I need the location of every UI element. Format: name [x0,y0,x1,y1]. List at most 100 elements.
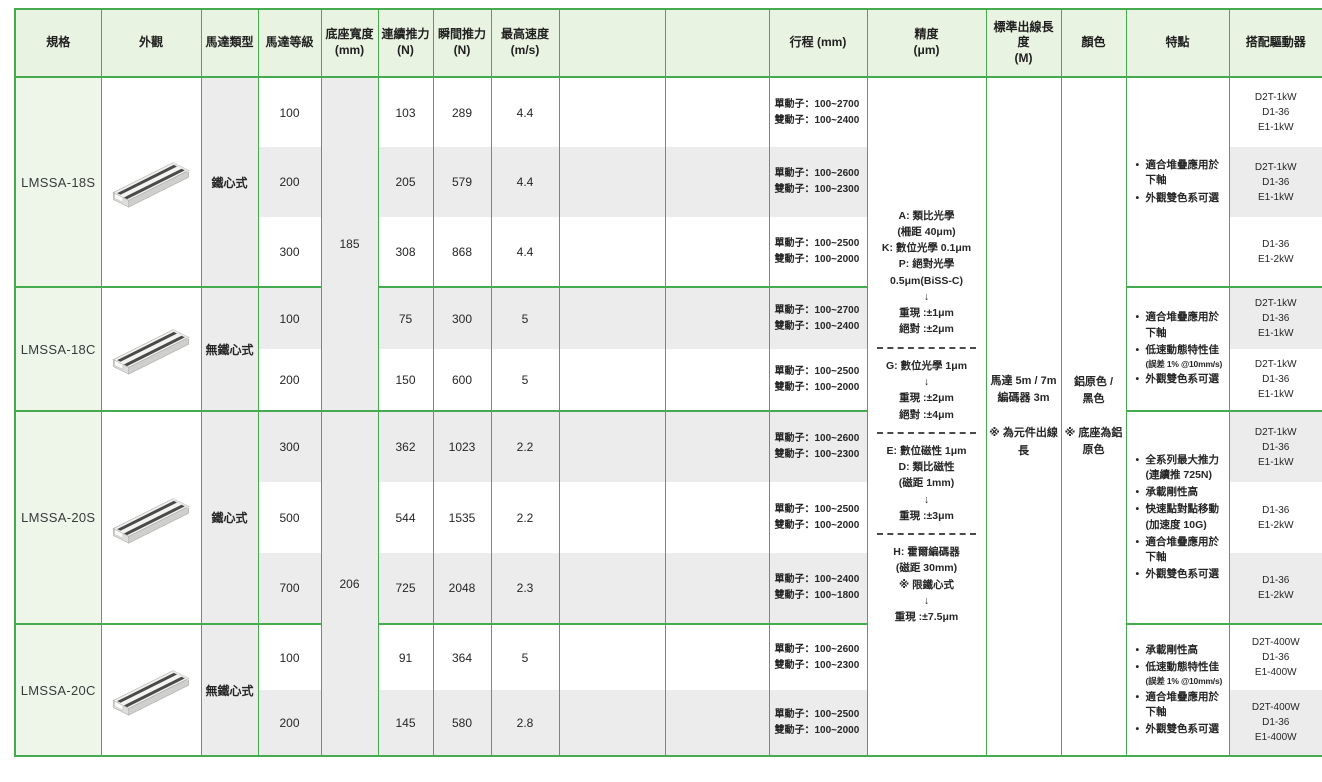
empty-cell [558,623,666,690]
peak-force-cell: 1023 [432,410,492,482]
cont-force-cell: 145 [377,690,434,756]
drivers-cell: D2T-1kW D1-36 E1-1kW [1228,76,1322,147]
empty-cell [558,217,666,287]
model-name: LMSSA-18S [14,76,102,287]
model-name: LMSSA-20C [14,623,102,756]
header-accuracy: 精度 (μm) [866,9,987,78]
stroke-cell: 單動子：100~2500 雙動子：100~2000 [768,349,868,411]
max-speed-cell: 4.4 [490,217,560,287]
features-cell: 全系列最大推力 (連續推 725N) 承載剛性高 快速點對點移動 (加速度 10… [1125,410,1230,624]
header-cable-length: 標準出線長度 (M) [985,9,1062,78]
header-spec: 規格 [14,9,102,78]
cont-force-cell: 205 [377,147,434,217]
peak-force-cell: 289 [432,76,492,147]
header-drivers: 搭配驅動器 [1228,9,1322,78]
cont-force-cell: 308 [377,217,434,287]
peak-force-cell: 868 [432,217,492,287]
table-row: 500 544 1535 2.2 單動子：100~2500 雙動子：100~20… [15,482,1322,553]
cont-force-cell: 103 [377,76,434,147]
drivers-cell: D2T-400W D1-36 E1-400W [1228,623,1322,690]
table-row: 700 725 2048 2.3 單動子：100~2400 雙動子：100~18… [15,553,1322,624]
header-motor-grade: 馬達等級 [257,9,322,78]
table-row: LMSSA-20C 無鐵心式 100 91 364 5 單動子：100~2600… [14,623,1322,756]
empty-cell [664,76,770,147]
empty-cell [664,217,770,287]
peak-force-cell: 2048 [432,553,492,624]
linear-stage-image [112,670,190,716]
empty-cell [664,349,770,411]
cont-force-cell: 91 [377,623,434,690]
dashed-divider [877,346,976,349]
max-speed-cell: 5 [490,623,560,690]
drivers-cell: D1-36 E1-2kW [1228,217,1322,287]
grade-cell: 700 [257,553,322,624]
empty-cell [664,410,770,482]
feature-item: 適合堆疊應用於 下軸 [1135,535,1227,565]
header-peak-force: 瞬間推力 (N) [432,9,492,78]
feature-item: 外觀雙色系可選 [1135,191,1227,206]
max-speed-cell: 2.2 [490,410,560,482]
cont-force-cell: 544 [377,482,434,553]
feature-item: 承載剛性高 [1135,643,1227,658]
max-speed-cell: 4.4 [490,76,560,147]
empty-cell [664,147,770,217]
max-speed-cell: 4.4 [490,147,560,217]
header-color: 顏色 [1060,9,1127,78]
stroke-cell: 單動子：100~2500 雙動子：100~2000 [768,217,868,287]
linear-motor-spec-table: 規格 外觀 馬達類型 馬達等級 底座寬度 (mm) 連續推力 (N) 瞬間推力 … [14,8,1322,757]
empty-cell [558,553,666,624]
grade-cell: 300 [257,217,322,287]
feature-item: 低速動態特性佳(誤差 1% @10mm/s) [1135,660,1227,688]
motor-type-cell: 無鐵心式 [200,623,259,756]
feature-item: 外觀雙色系可選 [1135,567,1227,582]
peak-force-cell: 1535 [432,482,492,553]
table-row: LMSSA-18S 鐵心式 100 185 103 289 4.4 單動子：10… [14,76,1322,756]
stroke-cell: 單動子：100~2400 雙動子：100~1800 [768,553,868,624]
model-name: LMSSA-18C [14,286,102,411]
motor-type-cell: 鐵心式 [200,410,259,624]
feature-item: 承載剛性高 [1135,485,1227,500]
dashed-divider [877,431,976,434]
max-speed-cell: 5 [490,349,560,411]
table-row: LMSSA-18C 無鐵心式 100 75 300 5 單動子：100~2700… [14,286,1322,411]
feature-item: 低速動態特性佳(誤差 1% @10mm/s) [1135,343,1227,371]
cont-force-cell: 75 [377,286,434,349]
accuracy-block-optical-akp: A: 類比光學 (柵距 40μm) K: 數位光學 0.1μm P: 絕對光學 … [881,209,972,336]
accuracy-cell: A: 類比光學 (柵距 40μm) K: 數位光學 0.1μm P: 絕對光學 … [866,76,987,756]
grade-cell: 100 [257,286,322,349]
empty-cell [558,349,666,411]
feature-item: 適合堆疊應用於 下軸 [1135,310,1227,340]
model-name: LMSSA-20S [14,410,102,624]
stroke-cell: 單動子：100~2700 雙動子：100~2400 [768,286,868,349]
stroke-cell: 單動子：100~2600 雙動子：100~2300 [768,623,868,690]
table-row: 200 145 580 2.8 單動子：100~2500 雙動子：100~200… [15,690,1322,756]
empty-cell [558,76,666,147]
table-row: 200 205 579 4.4 單動子：100~2600 雙動子：100~230… [15,147,1322,217]
stroke-cell: 單動子：100~2700 雙動子：100~2400 [768,76,868,147]
feature-item: 全系列最大推力 (連續推 725N) [1135,453,1227,483]
motor-type-cell: 鐵心式 [200,76,259,287]
grade-cell: 100 [257,76,322,147]
header-motor-type: 馬達類型 [200,9,259,78]
header-features: 特點 [1125,9,1230,78]
max-speed-cell: 2.2 [490,482,560,553]
stroke-cell: 單動子：100~2500 雙動子：100~2000 [768,690,868,756]
grade-cell: 200 [257,690,322,756]
peak-force-cell: 300 [432,286,492,349]
table-row: 200 150 600 5 單動子：100~2500 雙動子：100~2000 … [15,349,1322,411]
stroke-cell: 單動子：100~2600 雙動子：100~2300 [768,410,868,482]
empty-cell [558,286,666,349]
features-cell: 承載剛性高 低速動態特性佳(誤差 1% @10mm/s) 適合堆疊應用於 下軸 … [1125,623,1230,756]
empty-cell [664,623,770,690]
header-stroke: 行程 (mm) [768,9,868,78]
grade-cell: 100 [257,623,322,690]
motor-type-cell: 無鐵心式 [200,286,259,411]
product-image [100,286,202,411]
cable-length-cell: 馬達 5m / 7m 編碼器 3m ※ 為元件出線長 [985,76,1062,756]
max-speed-cell: 2.3 [490,553,560,624]
grade-cell: 200 [257,147,322,217]
max-speed-cell: 2.8 [490,690,560,756]
table-row: 300 308 868 4.4 單動子：100~2500 雙動子：100~200… [15,217,1322,287]
drivers-cell: D2T-400W D1-36 E1-400W [1228,690,1322,756]
header-empty-1 [558,9,666,78]
